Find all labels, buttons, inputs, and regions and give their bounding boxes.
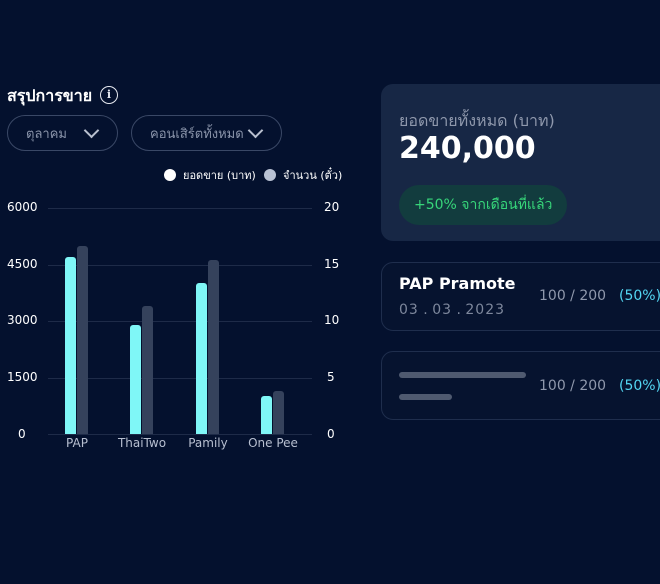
legend-sales-label: ยอดขาย (บาท) (183, 169, 256, 182)
concert-date: 03 . 03 . 2023 (399, 302, 506, 318)
y-left-tick: 6000 (7, 200, 38, 214)
y-left-tick: 4500 (7, 257, 38, 271)
y-right-tick: 10 (324, 313, 340, 327)
y-right-tick: 15 (324, 257, 340, 271)
concert-date-year: 2023 (465, 302, 506, 318)
sold-percent: (50%) (619, 378, 660, 394)
x-label: ThaiTwo (117, 436, 167, 450)
concert-name: PAP Pramote (399, 274, 516, 293)
y-left-tick: 1500 (7, 370, 38, 384)
total-sales-label: ยอดขายทั้งหมด (บาท) (399, 111, 555, 130)
page-title: สรุปการขาย (7, 86, 93, 105)
total-sales-value: 240,000 (399, 131, 536, 166)
y-right-tick: 20 (324, 200, 340, 214)
bar-tickets (208, 259, 219, 434)
bar-sales (261, 396, 272, 434)
bar-sales (196, 283, 207, 434)
x-label: Pamily (188, 436, 228, 450)
concert-card-loading[interactable] (381, 351, 660, 420)
gridline (48, 265, 312, 266)
legend-tickets-dot (264, 169, 276, 181)
gridline (48, 321, 312, 322)
bar-tickets (142, 306, 153, 434)
bar-tickets (273, 391, 284, 434)
legend-tickets-label: จำนวน (ตั๋ว) (283, 169, 343, 182)
concert-card[interactable] (381, 262, 660, 331)
bar-sales (130, 324, 141, 434)
x-label: One Pee (248, 436, 298, 450)
chevron-down-icon (83, 122, 100, 139)
legend-sales: ยอดขาย (บาท) (164, 166, 256, 184)
y-left-tick: 3000 (7, 313, 38, 327)
skeleton-line (399, 394, 452, 400)
chevron-down-icon (247, 122, 264, 139)
tickets-sold: 100 / 200 (539, 288, 607, 304)
y-right-tick: 5 (327, 370, 335, 384)
legend-tickets: จำนวน (ตั๋ว) (264, 166, 342, 184)
month-dropdown-label: ตุลาคม (26, 126, 67, 142)
sold-percent: (50%) (619, 288, 660, 304)
tickets-sold: 100 / 200 (539, 378, 607, 394)
bar-sales (65, 256, 76, 434)
gridline (48, 208, 312, 209)
y-left-tick: 0 (18, 427, 26, 441)
concert-date-month: 03 (432, 302, 453, 318)
info-icon[interactable]: i (100, 86, 118, 104)
concert-date-day: 03 (399, 302, 419, 318)
bar-tickets (77, 246, 88, 434)
gridline (48, 434, 312, 435)
legend-sales-dot (164, 169, 176, 181)
y-right-tick: 0 (327, 427, 335, 441)
gridline (48, 378, 312, 379)
skeleton-line (399, 372, 526, 378)
growth-badge: +50% จากเดือนที่แล้ว (399, 185, 568, 225)
concert-dropdown[interactable]: คอนเสิร์ตทั้งหมด (131, 115, 282, 151)
month-dropdown[interactable]: ตุลาคม (7, 115, 118, 151)
concert-dropdown-label: คอนเสิร์ตทั้งหมด (150, 126, 244, 142)
x-label: PAP (66, 436, 88, 450)
